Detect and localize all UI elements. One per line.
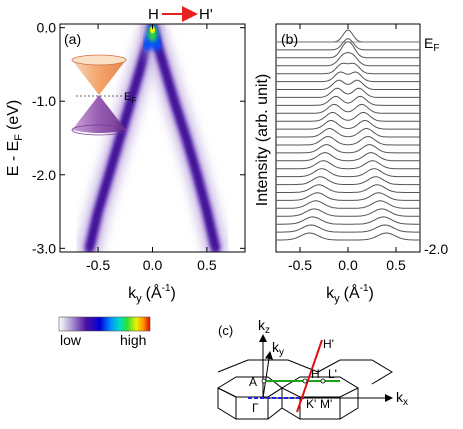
panel-b-xtick-label: 0.5: [386, 257, 406, 273]
intensity-curve: [276, 200, 420, 209]
kx-label: kx: [396, 389, 408, 408]
intensity-curve: [276, 62, 420, 75]
point-a-label: A: [249, 375, 257, 389]
intensity-curve: [276, 136, 420, 146]
intensity-curve: [276, 184, 420, 193]
intensity-curve: [276, 192, 420, 201]
point-gamma-label: Γ: [252, 401, 259, 415]
intensity-curve: [276, 52, 420, 67]
panel-a-label: (a): [64, 31, 81, 47]
panel-a-ylabel: E - EF(eV): [5, 100, 25, 177]
colorbar: low high: [58, 316, 151, 348]
red-path-line: [296, 339, 323, 413]
panel-a-arpes-map: -0.5 0.0 0.5 0.0 -1.0 -2.0 -3.0 (a) H H' EF ky…: [5, 6, 246, 305]
panel-b-bottom-energy: -2.0: [424, 241, 448, 257]
panel-b-ef-label: EF: [424, 35, 439, 54]
panel-a-ytick-label: -3.0: [32, 240, 56, 256]
intensity-curve: [276, 168, 420, 178]
point-h-prime-label: H': [323, 337, 334, 351]
panel-a-xtick-label: 0.5: [197, 257, 217, 273]
panel-a-xtick-label: 0.0: [143, 257, 163, 273]
intensity-curve: [276, 38, 420, 51]
colorbar-low-label: low: [60, 332, 82, 348]
intensity-curve: [276, 87, 420, 98]
panel-a-ytick-label: 0.0: [37, 20, 57, 36]
intensity-curve: [276, 208, 420, 217]
point-h-marker: [302, 378, 308, 384]
intensity-curve: [276, 216, 420, 225]
panel-a-axes: -0.5 0.0 0.5 0.0 -1.0 -2.0 -3.0: [32, 20, 245, 273]
intensity-curve: [276, 128, 420, 138]
kz-label: kz: [258, 317, 270, 336]
panel-b-xlabel: ky (Å-1): [326, 283, 374, 305]
dirac-cone-icon: [71, 54, 127, 136]
colorbar-gradient: [58, 316, 151, 332]
panel-a-xlabel: ky (Å-1): [128, 283, 176, 305]
panel-b-frame: [275, 23, 421, 253]
point-l-label: L': [328, 367, 337, 381]
panel-b-axes: -0.5 0.0 0.5: [288, 24, 406, 273]
panel-b-ylabel: Intensity (arb. unit): [254, 74, 271, 207]
intensity-curve: [276, 152, 420, 162]
cone-ef-label: EF: [124, 91, 136, 105]
intensity-curve: [276, 79, 420, 90]
intensity-curve: [276, 224, 420, 233]
panel-a-ytick-label: -2.0: [32, 167, 56, 183]
intensity-curve: [276, 144, 420, 154]
ky-axis: [262, 351, 273, 399]
intensity-curve: [276, 176, 420, 186]
point-h-label: H: [311, 367, 320, 381]
panel-c-brillouin-zone: (c) kz ky kx A H L: [216, 317, 408, 420]
panel-c-label: (c): [218, 323, 233, 338]
tip-yellow: [150, 26, 155, 34]
band-core-left: [87, 25, 155, 251]
upper-right-hex-edge: [317, 359, 393, 385]
panel-b-edc-stack: -0.5 0.0 0.5 (b) EF -2.0 Intensity (arb. u…: [254, 23, 448, 305]
dispersion-bands: [78, 24, 227, 252]
panel-a-ytick-label: -1.0: [32, 93, 56, 109]
intensity-curve: [276, 103, 420, 114]
colorbar-high-label: high: [120, 332, 146, 348]
intensity-curve: [276, 111, 420, 122]
panel-b-xtick-label: 0.0: [338, 257, 358, 273]
intensity-curves: [276, 29, 420, 241]
point-m-label: M': [320, 397, 332, 411]
label-h-end: H': [199, 6, 213, 23]
band-core-right: [150, 25, 218, 251]
intensity-curve: [276, 120, 420, 130]
point-a-marker: [261, 378, 267, 384]
panel-b-xtick-label: -0.5: [288, 257, 312, 273]
upper-hex-edge: [217, 359, 319, 373]
point-l-marker: [320, 378, 326, 384]
ky-label: ky: [272, 339, 284, 358]
label-h-start: H: [148, 6, 159, 23]
panel-a-xtick-label: -0.5: [86, 257, 110, 273]
panel-b-label: (b): [281, 31, 298, 47]
intensity-curve: [276, 71, 420, 83]
point-k-label: K': [306, 397, 316, 411]
intensity-curve: [276, 232, 420, 241]
intensity-curve: [276, 160, 420, 170]
intensity-curve: [276, 95, 420, 106]
